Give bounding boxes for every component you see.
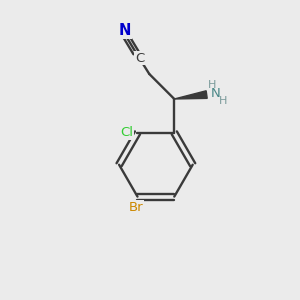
Polygon shape [174,91,207,99]
Text: N: N [119,23,131,38]
Text: N: N [211,87,221,100]
Text: H: H [219,96,227,106]
Text: Cl: Cl [120,126,133,139]
Text: Br: Br [129,201,143,214]
Text: C: C [135,52,144,64]
Text: H: H [208,80,216,90]
